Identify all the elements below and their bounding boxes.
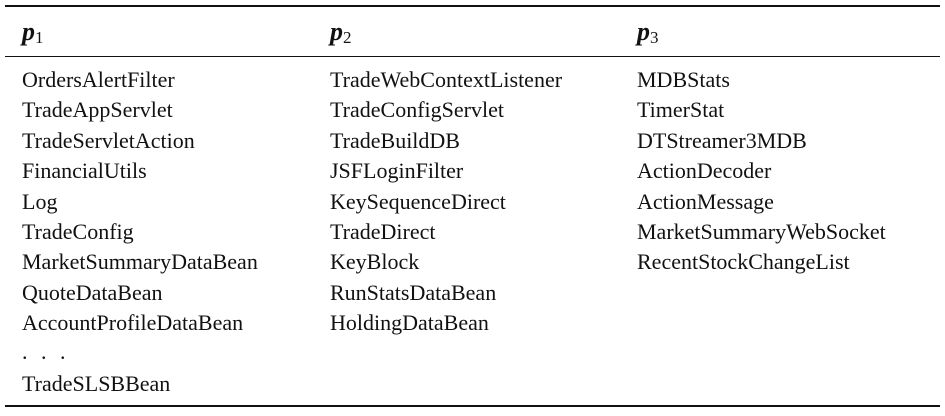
- column-list-p1: OrdersAlertFilter TradeAppServlet TradeS…: [22, 65, 258, 399]
- list-item: TradeConfigServlet: [330, 97, 504, 123]
- list-item: QuoteDataBean: [22, 279, 163, 305]
- top-rule: [5, 5, 940, 7]
- column-header-p1: p1: [22, 18, 44, 52]
- list-item: FinancialUtils: [22, 158, 147, 184]
- header-symbol: p: [22, 17, 35, 46]
- list-item: RunStatsDataBean: [330, 279, 497, 305]
- list-item: KeySequenceDirect: [330, 188, 506, 214]
- column-list-p2: TradeWebContextListener TradeConfigServl…: [330, 65, 562, 339]
- list-item: TradeServletAction: [22, 127, 195, 153]
- list-item: ActionDecoder: [637, 158, 772, 184]
- list-item: HoldingDataBean: [330, 310, 489, 336]
- list-item: RecentStockChangeList: [637, 249, 850, 275]
- header-symbol: p: [330, 17, 343, 46]
- list-item: TradeConfig: [22, 218, 134, 244]
- column-header-p2: p2: [330, 18, 352, 52]
- list-item: KeyBlock: [330, 249, 420, 275]
- list-item: MarketSummaryWebSocket: [637, 218, 886, 244]
- list-item: DTStreamer3MDB: [637, 127, 807, 153]
- list-item: TradeBuildDB: [330, 127, 460, 153]
- list-item: TradeAppServlet: [22, 97, 173, 123]
- list-item: MarketSummaryDataBean: [22, 249, 258, 275]
- list-item: JSFLoginFilter: [330, 158, 464, 184]
- list-item: MDBStats: [637, 67, 730, 92]
- ellipsis-item: . . .: [22, 338, 70, 364]
- header-subscript: 1: [35, 28, 44, 47]
- list-item: TradeSLSBBean: [22, 370, 171, 396]
- column-header-p3: p3: [637, 18, 659, 52]
- header-subscript: 3: [650, 28, 659, 47]
- header-subscript: 2: [343, 28, 352, 47]
- header-rule: [5, 56, 940, 57]
- bottom-rule: [5, 405, 940, 407]
- list-item: Log: [22, 188, 58, 214]
- header-symbol: p: [637, 17, 650, 46]
- list-item: OrdersAlertFilter: [22, 67, 175, 92]
- list-item: ActionMessage: [637, 188, 774, 214]
- list-item: TimerStat: [637, 97, 725, 123]
- list-item: TradeWebContextListener: [330, 67, 563, 92]
- list-item: TradeDirect: [330, 218, 436, 244]
- partition-table: p1 OrdersAlertFilter TradeAppServlet Tra…: [5, 5, 940, 409]
- column-list-p3: MDBStats TimerStat DTStreamer3MDB Action…: [637, 65, 886, 278]
- list-item: AccountProfileDataBean: [22, 310, 244, 336]
